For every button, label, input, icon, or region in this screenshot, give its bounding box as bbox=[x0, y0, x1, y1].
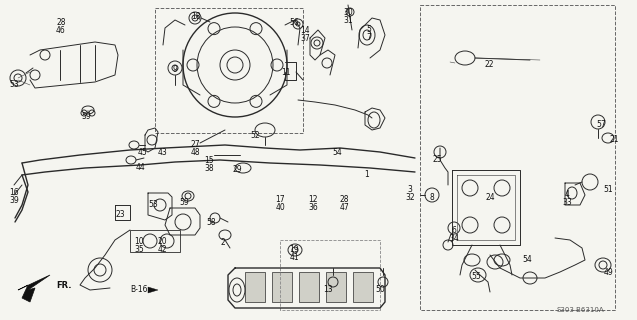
Text: 28: 28 bbox=[56, 18, 66, 27]
Text: 13: 13 bbox=[323, 285, 333, 294]
Text: 23: 23 bbox=[115, 210, 125, 219]
Text: 15: 15 bbox=[204, 156, 214, 165]
Text: 5: 5 bbox=[366, 25, 371, 34]
Text: 41: 41 bbox=[289, 253, 299, 262]
Text: 57: 57 bbox=[596, 120, 606, 129]
Text: 11: 11 bbox=[282, 68, 290, 77]
Text: 56: 56 bbox=[289, 18, 299, 27]
Text: 42: 42 bbox=[157, 245, 167, 254]
Text: 59: 59 bbox=[81, 112, 91, 121]
Text: 48: 48 bbox=[190, 148, 200, 157]
Text: 27: 27 bbox=[190, 140, 200, 149]
Text: 7: 7 bbox=[366, 33, 371, 42]
Text: 38: 38 bbox=[204, 164, 214, 173]
Text: 54: 54 bbox=[522, 255, 532, 264]
Text: 18: 18 bbox=[191, 12, 201, 21]
Text: 44: 44 bbox=[135, 163, 145, 172]
Text: 29: 29 bbox=[233, 165, 242, 174]
Text: FR.: FR. bbox=[56, 281, 71, 290]
Text: 30: 30 bbox=[343, 8, 353, 17]
Text: 2: 2 bbox=[220, 238, 225, 247]
Text: 8: 8 bbox=[429, 193, 434, 202]
Text: 50: 50 bbox=[375, 285, 385, 294]
Bar bbox=[353, 272, 373, 302]
Text: 53: 53 bbox=[148, 200, 158, 209]
Bar bbox=[326, 272, 346, 302]
Text: 9: 9 bbox=[173, 65, 178, 74]
Text: 55: 55 bbox=[471, 272, 481, 281]
Text: 19: 19 bbox=[289, 245, 299, 254]
Text: 31: 31 bbox=[343, 16, 353, 25]
Text: 51: 51 bbox=[603, 185, 613, 194]
Text: 58: 58 bbox=[206, 218, 216, 227]
Text: 52: 52 bbox=[250, 131, 260, 140]
Text: 39: 39 bbox=[9, 196, 19, 205]
Text: 40: 40 bbox=[275, 203, 285, 212]
Text: 22: 22 bbox=[484, 60, 494, 69]
Text: 37: 37 bbox=[300, 34, 310, 43]
Text: 10: 10 bbox=[134, 237, 144, 246]
Text: 35: 35 bbox=[134, 245, 144, 254]
Text: 34: 34 bbox=[449, 234, 459, 243]
Text: 14: 14 bbox=[300, 26, 310, 35]
Bar bbox=[420, 5, 615, 310]
Bar bbox=[245, 272, 265, 302]
Text: 32: 32 bbox=[405, 193, 415, 202]
Text: 36: 36 bbox=[308, 203, 318, 212]
Text: 21: 21 bbox=[609, 135, 619, 144]
Text: 54: 54 bbox=[332, 148, 342, 157]
Text: 28: 28 bbox=[340, 195, 348, 204]
Bar bbox=[280, 240, 380, 310]
Text: S303-B6310A: S303-B6310A bbox=[556, 307, 604, 313]
Text: 20: 20 bbox=[157, 237, 167, 246]
Text: 3: 3 bbox=[408, 185, 412, 194]
Text: 49: 49 bbox=[603, 268, 613, 277]
Text: 59: 59 bbox=[179, 198, 189, 207]
Text: 25: 25 bbox=[432, 155, 442, 164]
Text: B-16: B-16 bbox=[131, 285, 148, 294]
Text: 12: 12 bbox=[308, 195, 318, 204]
Text: 46: 46 bbox=[56, 26, 66, 35]
Text: 47: 47 bbox=[339, 203, 349, 212]
Text: 43: 43 bbox=[158, 148, 168, 157]
Text: 53: 53 bbox=[9, 80, 19, 89]
Bar bbox=[155, 8, 303, 133]
Bar bbox=[299, 272, 319, 302]
Text: 1: 1 bbox=[364, 170, 369, 179]
Text: 4: 4 bbox=[564, 190, 569, 199]
Polygon shape bbox=[18, 275, 50, 302]
Text: 17: 17 bbox=[275, 195, 285, 204]
Bar bbox=[130, 230, 180, 252]
Text: 45: 45 bbox=[138, 148, 148, 157]
Text: 6: 6 bbox=[452, 226, 457, 235]
Bar bbox=[272, 272, 292, 302]
Text: 24: 24 bbox=[485, 193, 495, 202]
Text: 33: 33 bbox=[562, 198, 572, 207]
Text: 16: 16 bbox=[9, 188, 19, 197]
Polygon shape bbox=[148, 287, 158, 293]
